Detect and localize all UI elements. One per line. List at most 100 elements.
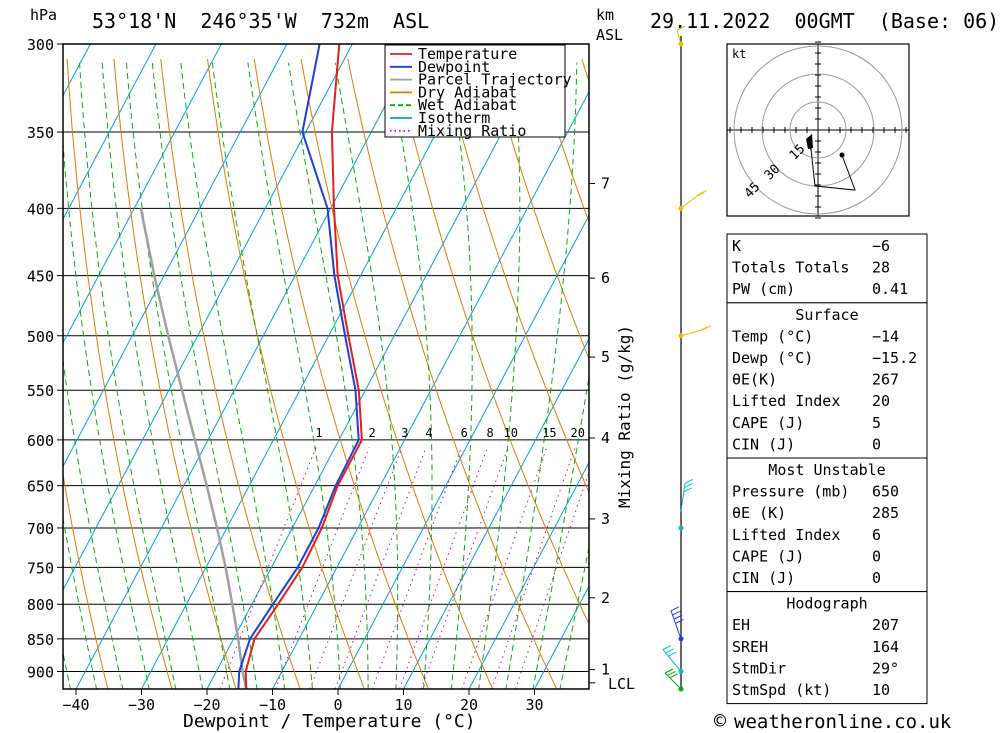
- mixing-ratio-line: [461, 447, 548, 689]
- hodograph-indices-title: Hodograph: [786, 595, 867, 613]
- hodograph-unit: kt: [732, 47, 746, 61]
- surface-indices-box: [726, 302, 928, 459]
- wind-barb-flag: [696, 191, 705, 197]
- pressure-label-900: 900: [27, 664, 54, 682]
- dry-adiabat-line: [207, 58, 365, 689]
- index-label: Temp (°C): [732, 327, 813, 345]
- lcl-label: LCL: [608, 675, 635, 693]
- x-tick-label: −30: [128, 696, 155, 714]
- most-unstable-indices-box: [726, 457, 928, 593]
- pressure-label-600: 600: [27, 432, 54, 450]
- index-value: 0: [872, 435, 881, 453]
- station-location: 53°18'N 246°35'W 732m ASL: [92, 9, 429, 33]
- index-label: θE(K): [732, 371, 777, 389]
- legend-entry: Isotherm: [418, 109, 490, 127]
- index-value: −14: [872, 327, 899, 345]
- copyright-icon: ©: [714, 709, 727, 733]
- x-tick-label: 20: [460, 696, 478, 714]
- index-value: 28: [872, 259, 890, 277]
- index-value: 20: [872, 392, 890, 410]
- wind-level-marker: [678, 525, 684, 531]
- wind-barb-flag: [673, 614, 683, 620]
- pressure-label-400: 400: [27, 200, 54, 218]
- most-unstable-indices: Most Unstable Pressure (mb) 650 θE (K) 285 Li…: [726, 457, 928, 593]
- index-value: 5: [872, 414, 881, 432]
- x-tick-label: 0: [333, 696, 342, 714]
- km-tick-label: 6: [601, 269, 610, 287]
- mixing-ratio-line: [491, 447, 576, 689]
- mixing-ratio-line: [371, 447, 462, 689]
- mixing-ratio-label: 6: [461, 426, 468, 440]
- forecast-datetime: 29.11.2022 00GMT (Base: 06): [650, 9, 999, 33]
- index-label: CIN (J): [732, 569, 795, 587]
- wind-barb-flag: [683, 487, 693, 493]
- index-value: −15.2: [872, 349, 917, 367]
- mixing-ratio-line: [399, 447, 488, 689]
- isotherm-line: [272, 90, 589, 689]
- legend-entry: Dewpoint: [418, 58, 490, 76]
- mixing-ratio-line: [515, 470, 589, 689]
- index-value: 285: [872, 504, 899, 522]
- wet-adiabat-line: [63, 136, 150, 689]
- dry-adiabat-line: [347, 58, 558, 689]
- dry-adiabat-line: [487, 58, 589, 361]
- dewpoint-line: [237, 44, 360, 689]
- isotherm-line: [63, 44, 288, 468]
- wind-barb-flag: [702, 325, 712, 331]
- dry-adiabat-line: [113, 58, 237, 689]
- surface-indices: Surface Temp (°C) −14 Dewp (°C) −15.2 θE(K) 26…: [726, 302, 928, 459]
- pressure-label-850: 850: [27, 631, 54, 649]
- wind-barb: [676, 25, 686, 45]
- x-tick-label: 30: [525, 696, 543, 714]
- pressure-label-350: 350: [27, 124, 54, 142]
- hodograph-ring: [789, 101, 847, 159]
- site-credit[interactable]: weatheronline.co.uk: [734, 711, 952, 733]
- index-value: −6: [872, 237, 890, 255]
- mixing-ratio-label: 15: [542, 426, 556, 440]
- mixing-ratio-line: [275, 447, 370, 689]
- wind-barb: [680, 325, 712, 337]
- pressure-label-500: 500: [27, 328, 54, 346]
- index-label: CIN (J): [732, 435, 795, 453]
- isotherm-line: [63, 44, 157, 221]
- wind-barb-flag: [662, 645, 672, 650]
- wind-barb: [662, 645, 682, 672]
- mixing-ratio-axis-label: Mixing Ratio (g/kg): [615, 325, 634, 508]
- index-value: 29°: [872, 659, 899, 677]
- wind-barb: [664, 668, 682, 690]
- km-tick-label: 4: [601, 429, 610, 447]
- wind-barb-flag: [669, 673, 679, 679]
- dry-adiabat-line: [160, 58, 301, 689]
- wind-barb-staff: [680, 193, 700, 209]
- pressure-label-700: 700: [27, 520, 54, 538]
- index-label: EH: [732, 616, 750, 634]
- wind-barb-flag: [670, 606, 680, 612]
- index-value: 164: [872, 638, 899, 656]
- pressure-label-650: 650: [27, 478, 54, 496]
- mixing-ratio-label: 10: [504, 426, 518, 440]
- km-tick-label: 2: [601, 589, 610, 607]
- x-tick-label: −20: [193, 696, 220, 714]
- mixing-ratio-line: [334, 447, 427, 689]
- x-tick-label: −10: [259, 696, 286, 714]
- index-value: 0.41: [872, 280, 908, 298]
- mixing-ratio-label: 1: [315, 426, 322, 440]
- wind-barb-flag: [684, 478, 694, 484]
- isotherm-line: [337, 214, 589, 689]
- wind-barb-flag: [665, 648, 674, 654]
- index-label: CAPE (J): [732, 414, 804, 432]
- legend-entry: Mixing Ratio: [418, 122, 526, 140]
- index-value: 650: [872, 483, 899, 501]
- temperature-line: [244, 44, 363, 689]
- legend-entry: Wet Adiabat: [418, 96, 517, 114]
- legend-entry: Temperature: [418, 45, 517, 63]
- wet-adiabat-line: [334, 62, 399, 689]
- wet-adiabat-line: [180, 62, 286, 689]
- index-label: CAPE (J): [732, 547, 804, 565]
- hodograph-surface-wind: [806, 134, 813, 149]
- isotherm-line: [75, 44, 419, 689]
- dry-adiabat-line: [253, 58, 429, 689]
- isotherm-line: [468, 461, 589, 689]
- isotherm-line: [63, 44, 353, 592]
